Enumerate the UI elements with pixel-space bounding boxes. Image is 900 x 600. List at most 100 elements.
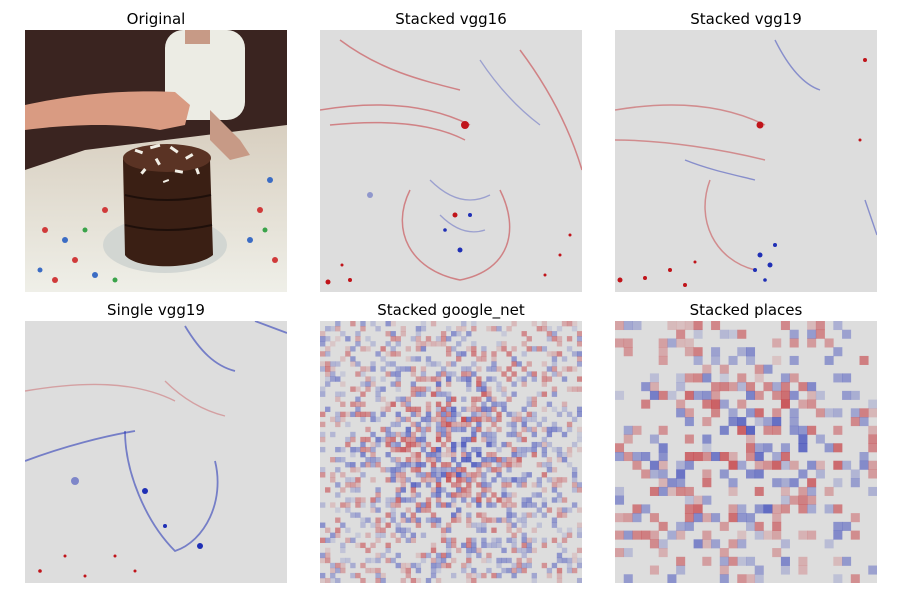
- saliency-cell: [435, 552, 442, 559]
- saliency-cell: [335, 482, 341, 488]
- saliency-cell: [719, 425, 729, 435]
- saliency-cell: [491, 396, 497, 402]
- saliency-cell: [375, 527, 381, 533]
- saliency-cell: [415, 386, 422, 392]
- saliency-cell: [576, 522, 582, 528]
- saliency-cell: [330, 457, 336, 463]
- saliency-cell: [551, 487, 558, 493]
- saliency-cell: [511, 502, 517, 508]
- saliency-cell: [445, 426, 452, 433]
- saliency-cell: [551, 371, 558, 377]
- saliency-cell: [425, 577, 432, 583]
- saliency-cell: [824, 486, 834, 496]
- saliency-cell: [471, 396, 477, 402]
- saliency-cell: [506, 351, 512, 357]
- saliency-cell: [506, 482, 512, 488]
- saliency-cell: [365, 547, 371, 554]
- saliency-cell: [772, 530, 782, 540]
- saliency-cell: [390, 401, 396, 407]
- saliency-cell: [410, 532, 417, 538]
- saliency-cell: [405, 441, 411, 448]
- saliency-cell: [526, 537, 532, 543]
- saliency-cell: [355, 572, 361, 579]
- saliency-cell: [350, 356, 356, 362]
- saliency-cell: [365, 346, 371, 352]
- saliency-cell: [576, 376, 582, 382]
- saliency-cell: [380, 517, 386, 523]
- saliency-cell: [375, 557, 381, 564]
- saliency-cell: [395, 462, 401, 468]
- saliency-cell: [430, 572, 437, 579]
- saliency-cell: [400, 477, 406, 483]
- saliency-cell: [693, 539, 703, 549]
- saliency-cell: [491, 406, 497, 412]
- saliency-cell: [435, 381, 442, 387]
- saliency-cell: [772, 504, 782, 514]
- saliency-cell: [658, 338, 668, 348]
- saliency-cell: [400, 431, 406, 438]
- saliency-cell: [340, 391, 346, 397]
- saliency-cell: [405, 517, 411, 523]
- saliency-cell: [370, 446, 376, 453]
- saliency-cell: [375, 517, 381, 523]
- saliency-cell: [658, 425, 668, 435]
- saliency-cell: [763, 504, 773, 514]
- saliency-cell: [405, 507, 411, 513]
- saliency-cell: [415, 411, 422, 418]
- saliency-cell: [506, 517, 512, 523]
- saliency-cell: [521, 406, 527, 412]
- saliency-cell: [561, 431, 568, 438]
- saliency-cell: [360, 497, 366, 503]
- saliency-cell: [571, 502, 578, 508]
- saliency-cell: [501, 557, 507, 564]
- saliency-cell: [719, 373, 729, 383]
- saliency-cell: [521, 562, 527, 569]
- saliency-cell: [370, 321, 376, 327]
- saliency-cell: [526, 472, 532, 478]
- saliency-cell: [833, 373, 843, 383]
- saliency-cell: [395, 376, 401, 382]
- saliency-cell: [476, 547, 482, 554]
- saliency-cell: [390, 321, 396, 327]
- saliency-cell: [430, 446, 437, 453]
- saliency-cell: [798, 443, 808, 453]
- saliency-cell: [365, 366, 371, 372]
- saliency-cell: [561, 366, 568, 372]
- saliency-cell: [370, 497, 376, 503]
- saliency-cell: [541, 462, 548, 468]
- saliency-cell: [335, 457, 341, 463]
- saliency-cell: [746, 513, 756, 523]
- saliency-cell: [481, 522, 487, 528]
- saliency-cell: [526, 497, 532, 503]
- saliency-cell: [561, 321, 568, 327]
- saliency-cell: [375, 572, 381, 579]
- saliency-cell: [571, 567, 578, 574]
- saliency-map: [320, 321, 582, 583]
- saliency-cell: [456, 462, 462, 468]
- saliency-cell: [541, 326, 548, 332]
- saliency-cell: [531, 577, 537, 583]
- saliency-cell: [395, 467, 401, 473]
- saliency-cell: [556, 351, 563, 357]
- saliency-cell: [551, 426, 558, 433]
- saliency-cell: [471, 436, 477, 443]
- saliency-cell: [476, 492, 482, 498]
- saliency-cell: [335, 467, 341, 473]
- saliency-cell: [491, 421, 497, 428]
- saliency-cell: [684, 390, 694, 400]
- saliency-cell: [842, 373, 852, 383]
- saliency-cell: [456, 411, 462, 418]
- saliency-cell: [461, 562, 467, 569]
- saliency-cell: [330, 416, 336, 423]
- saliency-cell: [320, 472, 326, 478]
- saliency-cell: [451, 396, 457, 402]
- saliency-cell: [330, 562, 336, 569]
- saliency-cell: [461, 326, 467, 332]
- saliency-cell: [355, 467, 361, 473]
- saliency-cell: [340, 567, 346, 574]
- saliency-cell: [780, 486, 790, 496]
- saliency-cell: [340, 557, 346, 564]
- saliency-cell: [385, 341, 391, 347]
- saliency-cell: [754, 504, 764, 514]
- saliency-cell: [702, 434, 712, 444]
